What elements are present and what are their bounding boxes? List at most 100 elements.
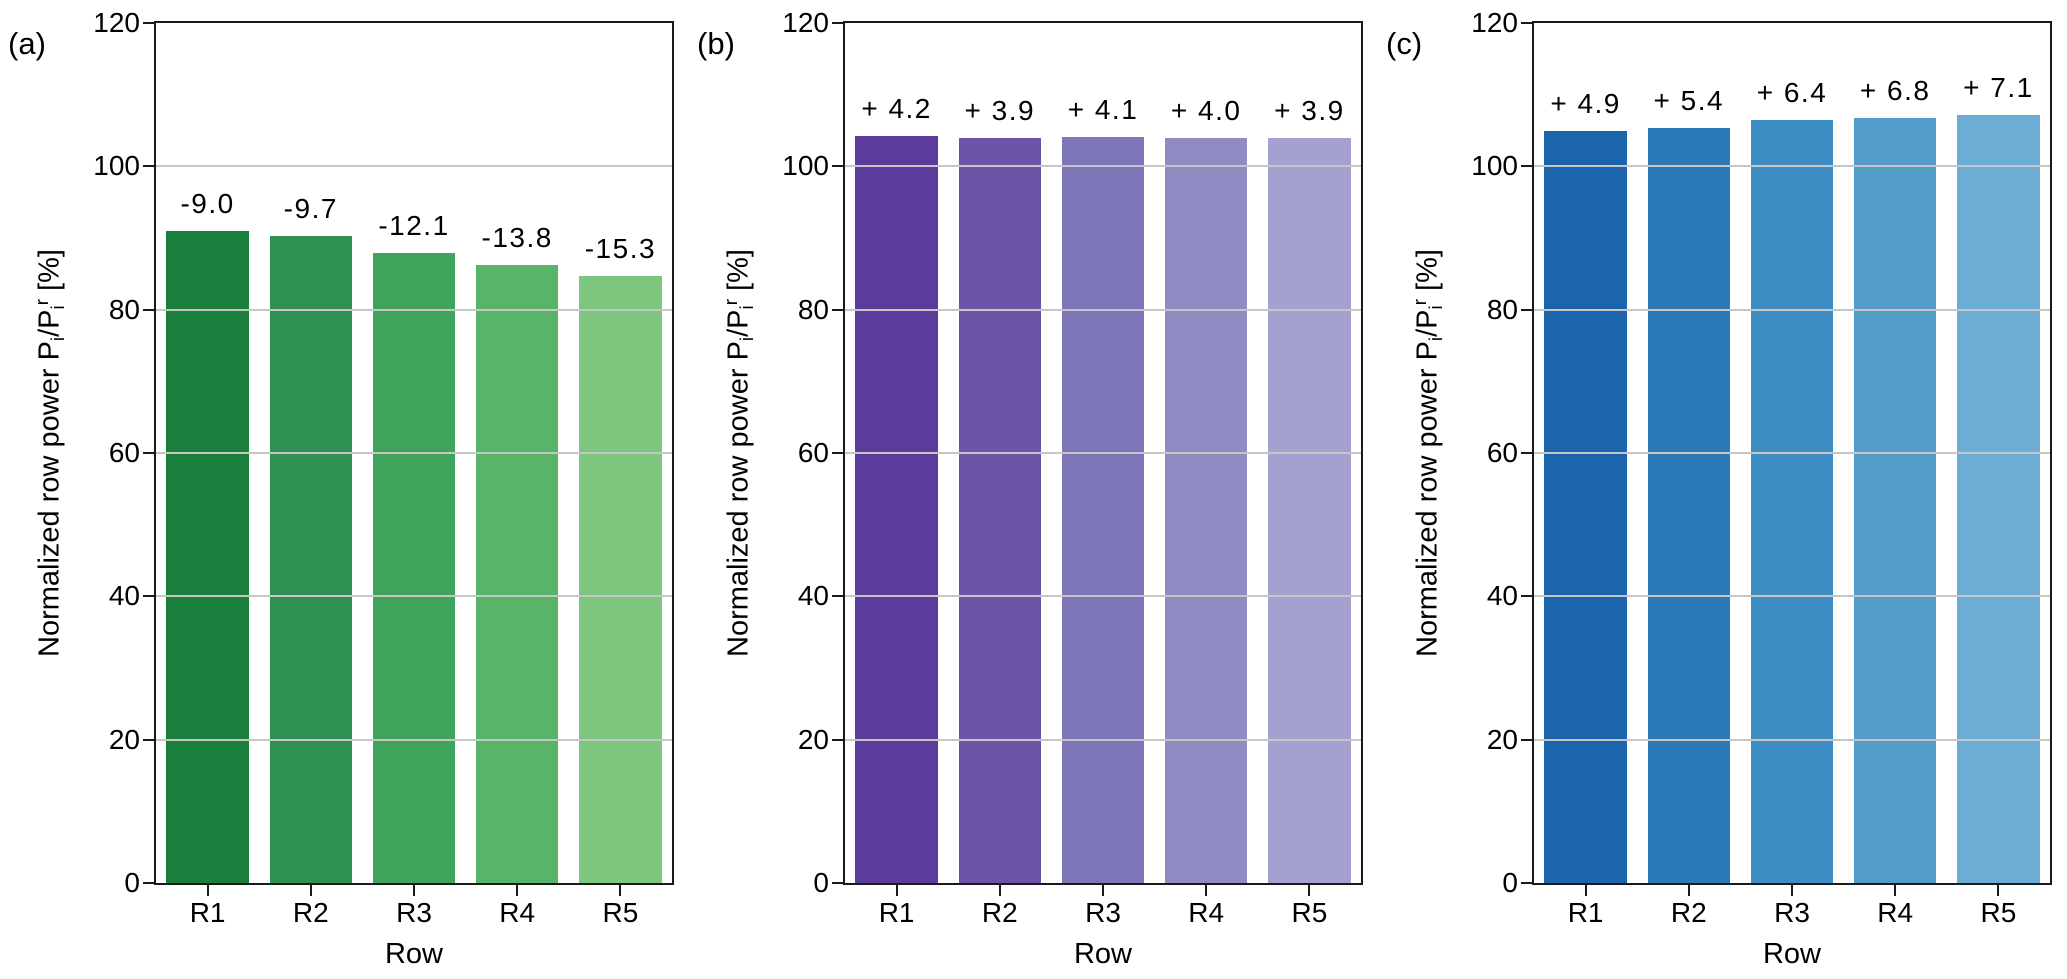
y-tick-label: 120 — [1471, 7, 1518, 38]
gridline-80 — [1534, 308, 2050, 311]
y-tick — [1521, 595, 1532, 598]
bar-R5 — [1268, 138, 1351, 883]
x-tick — [619, 885, 622, 896]
y-tick-label: 120 — [93, 7, 140, 38]
x-tick-label: R1 — [878, 897, 915, 928]
x-tick — [413, 885, 415, 896]
bar-R3 — [1061, 136, 1145, 883]
x-tick-label: R3 — [1774, 897, 1810, 928]
gridline-100 — [156, 165, 672, 168]
y-tick-label: 60 — [1486, 437, 1518, 468]
y-tick — [832, 738, 843, 741]
y-tick — [832, 165, 843, 168]
y-tick-label: 20 — [797, 723, 829, 755]
x-tick-label: R1 — [189, 897, 226, 928]
bar-value-label: -12.1 — [378, 210, 450, 242]
panel-c: (c) Normalized row power Pi/Pir [%] + 4.… — [1378, 0, 2067, 979]
x-tick — [309, 885, 312, 896]
bar-R4 — [1853, 117, 1937, 883]
x-tick — [1584, 885, 1587, 896]
x-tick-label: R5 — [1980, 897, 2017, 928]
x-axis-label: Row — [1762, 938, 1821, 970]
y-tick — [832, 882, 843, 884]
y-tick-label: 20 — [108, 723, 140, 755]
y-tick-label: 120 — [782, 7, 829, 38]
x-tick-label: R2 — [1670, 897, 1707, 928]
y-tick-label: 60 — [797, 437, 829, 468]
bar-R1 — [855, 136, 938, 883]
y-tick-label: 60 — [108, 437, 140, 468]
y-tick-label: 0 — [124, 867, 140, 898]
y-tick — [143, 595, 154, 598]
x-tick — [1308, 885, 1311, 896]
y-tick — [1521, 452, 1532, 454]
x-tick-label: R2 — [292, 897, 329, 928]
x-tick-label: R5 — [602, 897, 639, 928]
bar-value-label: + 6.4 — [1756, 77, 1828, 109]
x-tick — [895, 885, 898, 896]
gridline-20 — [156, 738, 672, 741]
plot-area: + 4.9 + 5.4 + 6.4 + 6.8 + 7.1 — [1532, 21, 2052, 885]
gridline-100 — [845, 165, 1361, 168]
x-tick — [516, 885, 519, 896]
gridline-60 — [1534, 452, 2050, 454]
bar-R2 — [269, 235, 353, 883]
bar-value-label: -13.8 — [481, 222, 553, 254]
bar-value-label: + 3.9 — [964, 95, 1036, 127]
gridline-20 — [1534, 738, 2050, 741]
y-tick-label: 100 — [93, 150, 140, 182]
panel-letter: (c) — [1386, 26, 1423, 61]
x-tick — [1791, 885, 1793, 896]
y-tick — [832, 595, 843, 598]
plot-area: -9.0 -9.7 -12.1 -13.8 -15.3 — [154, 21, 674, 885]
bar-R3 — [1750, 120, 1834, 883]
y-tick — [143, 452, 154, 454]
bar-R5 — [579, 275, 662, 883]
gridline-20 — [845, 738, 1361, 741]
panel-b: (b) Normalized row power Pi/Pir [%] + 4.… — [689, 0, 1378, 979]
gridline-60 — [845, 452, 1361, 454]
bar-value-label: + 7.1 — [1963, 72, 2034, 104]
y-tick — [832, 452, 843, 454]
y-tick-label: 20 — [1486, 723, 1518, 755]
bar-value-label: + 3.9 — [1274, 95, 1345, 127]
y-tick — [1521, 22, 1532, 24]
y-tick-label: 80 — [108, 293, 140, 325]
y-tick — [143, 308, 154, 311]
x-tick-label: R4 — [499, 897, 536, 928]
y-tick-label: 0 — [813, 867, 829, 898]
plot-area: + 4.2 + 3.9 + 4.1 + 4.0 + 3.9 — [843, 21, 1363, 885]
y-tick — [143, 882, 154, 884]
y-tick-label: 0 — [1502, 867, 1518, 898]
gridline-100 — [1534, 165, 2050, 168]
y-tick — [1521, 738, 1532, 741]
x-tick-label: R1 — [1567, 897, 1604, 928]
panel-letter: (a) — [8, 26, 46, 61]
y-tick-label: 80 — [797, 293, 829, 325]
y-tick — [832, 308, 843, 311]
y-tick-label: 40 — [797, 580, 829, 612]
bar-R4 — [1164, 137, 1248, 883]
bar-value-label: -15.3 — [584, 232, 657, 264]
x-tick — [1894, 885, 1897, 896]
bar-R4 — [475, 265, 559, 883]
gridline-40 — [1534, 595, 2050, 598]
x-tick — [998, 885, 1001, 896]
x-tick — [1997, 885, 2000, 896]
x-tick — [1687, 885, 1690, 896]
gridline-40 — [845, 595, 1361, 598]
y-tick-label: 40 — [1486, 580, 1518, 612]
x-tick — [1102, 885, 1104, 896]
bar-value-label: + 4.1 — [1067, 93, 1139, 125]
gridline-60 — [156, 452, 672, 454]
bar-value-label: + 4.0 — [1170, 94, 1242, 126]
x-tick-label: R4 — [1188, 897, 1225, 928]
gridline-40 — [156, 595, 672, 598]
bar-value-label: + 6.8 — [1859, 74, 1931, 106]
bar-R3 — [372, 253, 456, 883]
x-axis-label: Row — [1073, 938, 1132, 970]
y-tick — [143, 165, 154, 168]
y-tick-label: 80 — [1486, 293, 1518, 325]
panel-a: (a) Normalized row power Pi/Pir [%] -9.0… — [0, 0, 689, 979]
